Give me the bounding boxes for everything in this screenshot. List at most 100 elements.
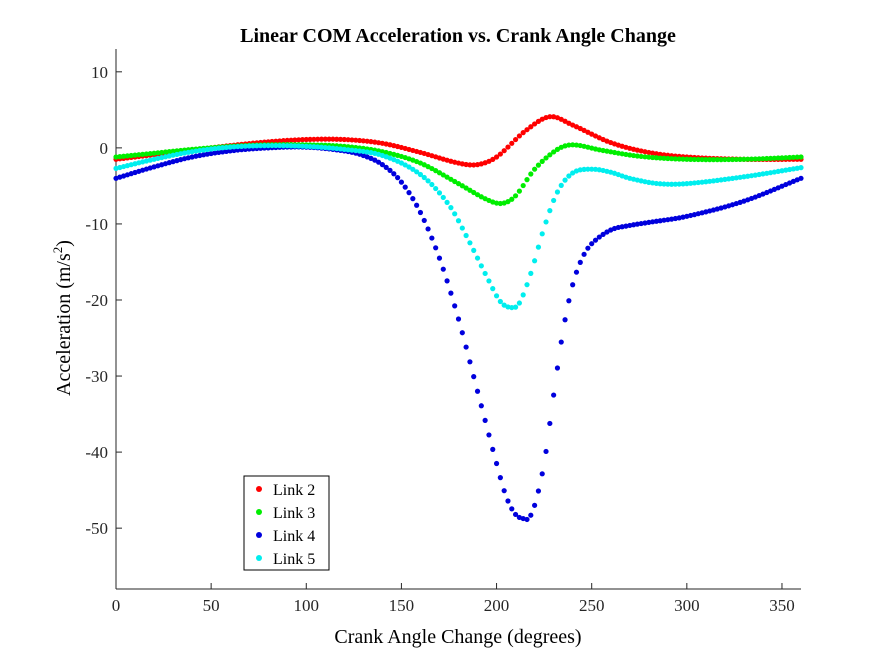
data-point (204, 151, 210, 157)
y-tick-label: -40 (85, 443, 108, 462)
data-point (566, 173, 572, 179)
data-point (642, 220, 648, 226)
data-point (539, 231, 545, 237)
data-point (695, 156, 701, 163)
data-point (726, 176, 732, 182)
data-point (562, 118, 568, 124)
data-point (524, 516, 530, 523)
data-point (364, 138, 370, 144)
data-point (672, 156, 679, 162)
data-point (570, 142, 576, 148)
data-point (554, 365, 561, 371)
data-point (258, 143, 264, 149)
data-point (642, 154, 648, 160)
data-point (429, 235, 435, 241)
data-point (140, 151, 146, 157)
data-point (718, 177, 724, 183)
data-point (440, 172, 446, 178)
x-axis-label: Crank Angle Change (degrees) (334, 626, 581, 648)
data-point (486, 278, 492, 284)
data-point (501, 488, 507, 494)
data-point (330, 145, 336, 151)
data-point (318, 144, 325, 150)
data-point (200, 147, 207, 153)
data-point (535, 162, 542, 168)
data-point (623, 151, 629, 158)
data-point (657, 181, 663, 187)
data-point (288, 143, 294, 149)
data-point (440, 194, 446, 201)
data-point (714, 177, 720, 183)
data-point (231, 144, 237, 150)
data-point (532, 121, 538, 127)
data-point (414, 169, 420, 175)
data-point (440, 266, 446, 272)
data-point (322, 144, 328, 151)
data-point (482, 417, 488, 423)
y-axis-label: Acceleration (m/s2) (50, 240, 75, 396)
data-point (349, 147, 355, 153)
data-point (334, 136, 340, 142)
data-point (509, 196, 515, 202)
data-point (684, 156, 690, 162)
data-point (303, 143, 309, 149)
data-point (573, 142, 580, 148)
data-point (554, 146, 561, 152)
chart-title: Linear COM Acceleration vs. Crank Angle … (240, 25, 676, 47)
data-point (516, 133, 522, 139)
data-point (691, 180, 698, 186)
y-axis-label-end: ) (53, 240, 75, 247)
data-point (779, 155, 785, 161)
data-point (459, 225, 465, 231)
data-point (269, 142, 275, 149)
data-point (292, 137, 298, 143)
data-point (349, 137, 355, 143)
data-point (535, 118, 542, 124)
data-point (334, 145, 340, 152)
data-point (315, 136, 321, 142)
data-point (634, 153, 640, 159)
data-point (634, 221, 640, 227)
data-point (417, 209, 424, 216)
data-point (669, 216, 675, 222)
data-point (657, 218, 663, 224)
data-point (353, 147, 359, 154)
data-point (707, 157, 713, 163)
data-point (238, 143, 245, 149)
data-point (296, 137, 302, 143)
data-point (486, 432, 492, 438)
data-point (425, 226, 431, 232)
legend-label: Link 4 (273, 528, 315, 545)
data-point (592, 237, 599, 243)
data-point (467, 359, 473, 365)
y-tick-label: -30 (85, 367, 108, 386)
data-point (471, 374, 477, 380)
data-point (212, 145, 218, 152)
data-point (410, 166, 416, 172)
data-point (356, 148, 363, 154)
data-point (490, 156, 496, 163)
data-point (505, 498, 511, 504)
x-tick-label: 50 (203, 596, 220, 615)
data-point (665, 217, 671, 223)
data-point (714, 157, 720, 163)
data-point (710, 178, 717, 184)
data-point (474, 192, 481, 198)
data-point (680, 156, 686, 162)
data-point (471, 189, 477, 196)
data-point (524, 177, 530, 183)
data-point (227, 144, 233, 150)
data-point (532, 502, 538, 508)
data-point (528, 270, 534, 276)
data-point (448, 205, 454, 211)
data-point (524, 127, 530, 133)
data-point (341, 136, 347, 143)
data-point (589, 166, 595, 172)
data-point (493, 460, 500, 467)
data-point (463, 232, 469, 239)
data-point (277, 138, 283, 144)
data-point (535, 488, 542, 494)
data-point (277, 142, 283, 149)
data-point (132, 152, 138, 158)
